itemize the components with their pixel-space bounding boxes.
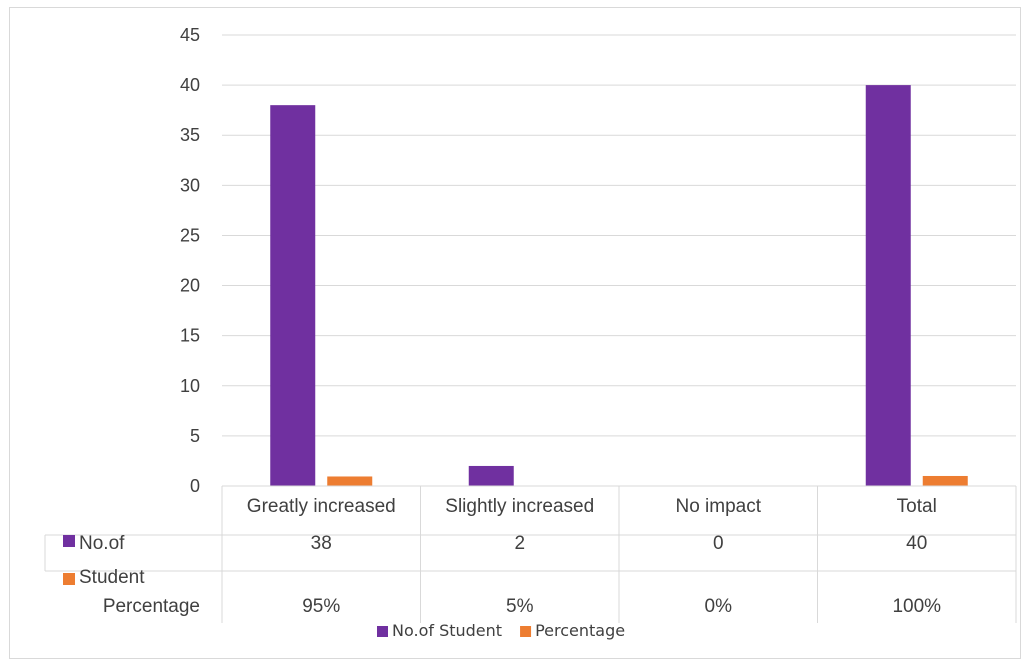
category-label: Slightly increased: [445, 496, 594, 517]
y-tick-label: 10: [180, 376, 200, 396]
y-tick-label: 5: [190, 426, 200, 446]
chart-frame: [9, 7, 1021, 659]
y-tick-label: 45: [180, 25, 200, 45]
row-label: Percentage: [103, 596, 200, 617]
y-tick-label: 30: [180, 175, 200, 195]
bar-percentage: [327, 476, 373, 486]
row-label: Student: [79, 567, 145, 588]
data-table: Greatly increased Slightly increased No im…: [44, 485, 1017, 623]
bar-percentage: [922, 475, 968, 486]
bar-no-of-student: [865, 85, 911, 486]
legend-swatch: [377, 626, 388, 637]
table-cell: 95%: [302, 596, 340, 617]
category-label: No impact: [675, 496, 761, 517]
bar-no-of-student: [270, 105, 316, 487]
category-label: Total: [897, 496, 937, 517]
table-cell: 100%: [892, 596, 941, 617]
row-label: No.of: [79, 533, 125, 554]
table-cell: 0: [713, 533, 724, 554]
legend: No.of Student Percentage: [377, 621, 625, 640]
table-cell: 40: [906, 533, 927, 554]
legend-label: No.of Student: [392, 621, 502, 640]
y-tick-label: 40: [180, 75, 200, 95]
y-tick-label: 25: [180, 225, 200, 245]
y-tick-label: 20: [180, 276, 200, 296]
table-cell: 2: [514, 533, 525, 554]
bars: [270, 85, 968, 487]
table-cell: 38: [311, 533, 332, 554]
bar-no-of-student: [468, 465, 514, 486]
table-cell: 0%: [705, 596, 733, 617]
y-tick-label: 15: [180, 326, 200, 346]
table-cell: 5%: [506, 596, 534, 617]
legend-label: Percentage: [535, 621, 625, 640]
category-label: Greatly increased: [247, 496, 396, 517]
y-tick-label: 0: [190, 476, 200, 496]
y-tick-label: 35: [180, 125, 200, 145]
legend-swatch-percentage: [63, 573, 75, 585]
legend-swatch-no-of-student: [63, 535, 75, 547]
legend-swatch: [520, 626, 532, 637]
y-axis-ticks: 0 5 10 15 20 25 30 35 40 45: [180, 25, 200, 496]
